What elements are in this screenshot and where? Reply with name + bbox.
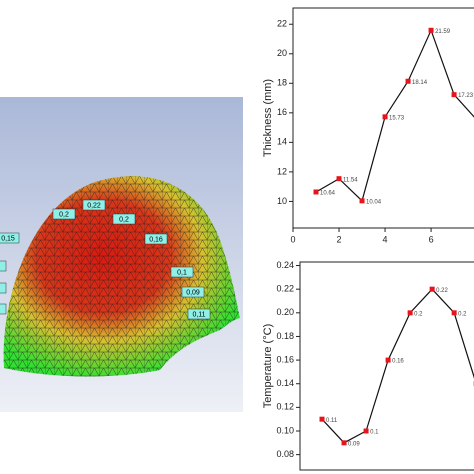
label-box <box>170 266 194 278</box>
marker <box>407 310 413 316</box>
y-tick-label: 12 <box>277 166 287 176</box>
value-label: 0.2 <box>414 311 423 317</box>
y-tick-label: 16 <box>277 107 287 117</box>
mesh-label: 0,2 <box>59 211 69 218</box>
label-box <box>0 282 7 294</box>
y-tick-label: 0.24 <box>276 260 294 270</box>
x-tick-label: 2 <box>337 234 342 244</box>
value-label: 0.1 <box>370 430 379 436</box>
marker <box>451 92 457 98</box>
marker <box>319 416 325 422</box>
plot-frame <box>292 7 474 229</box>
marker <box>382 114 388 120</box>
x-tick-label: 0 <box>290 234 295 244</box>
mesh-label: 0,22 <box>87 202 101 209</box>
value-label: 0.16 <box>392 359 404 365</box>
value-label: 10.04 <box>366 199 382 205</box>
charts: 101214161820220246810.6411.5410.0415.731… <box>262 7 474 471</box>
y-tick-label: 0.12 <box>276 402 294 412</box>
value-label: 15.73 <box>389 115 405 121</box>
label-box <box>0 303 7 315</box>
label-box <box>0 232 20 244</box>
marker <box>359 198 365 204</box>
label-box <box>112 213 136 225</box>
y-tick-label: 0.18 <box>276 331 294 341</box>
line <box>321 288 474 444</box>
value-label: 11.54 <box>343 177 358 183</box>
helmet-mesh <box>3 176 240 377</box>
y-tick-label: 18 <box>277 78 287 88</box>
y-tick-label: 0.22 <box>276 284 294 294</box>
marker <box>429 286 435 292</box>
label-box <box>181 286 205 298</box>
marker <box>341 440 347 446</box>
mesh-render: 0,2 0,22 0,2 0,15 0,16 0,1 0,09 0,11 <box>0 97 243 412</box>
y-tick-label: 0.16 <box>276 354 294 364</box>
plot-frame <box>299 261 474 471</box>
mesh-label: 0,11 <box>192 311 205 318</box>
value-label: 0.11 <box>326 418 338 424</box>
mesh-labels: 0,2 0,22 0,2 0,15 0,16 0,1 0,09 0,11 <box>0 199 211 320</box>
marker <box>451 310 457 316</box>
marker <box>313 189 319 195</box>
mesh-label: 0,2 <box>119 216 129 223</box>
value-label: 0.22 <box>436 288 448 294</box>
marker <box>363 428 369 434</box>
value-label: 18.14 <box>412 80 428 86</box>
line <box>315 28 474 202</box>
label-box <box>52 208 76 220</box>
label-box <box>0 260 7 272</box>
mesh-label: 0,15 <box>1 235 15 242</box>
y-tick-label: 22 <box>277 19 287 29</box>
y-tick-label: 0.20 <box>276 307 294 317</box>
marker <box>336 176 342 182</box>
mesh-label: 0,16 <box>149 236 163 243</box>
value-label: 0.09 <box>348 441 360 447</box>
y-axis-label: Temperature (°C) <box>262 324 274 408</box>
label-box <box>187 308 211 320</box>
x-tick-label: 6 <box>429 234 434 244</box>
mesh-label: 0,09 <box>186 289 200 296</box>
mesh-label: 0,1 <box>177 269 187 276</box>
chart: 101214161820220246810.6411.5410.0415.731… <box>277 7 474 244</box>
y-tick-label: 0.08 <box>276 449 294 459</box>
value-label: 17.23 <box>458 93 474 99</box>
y-tick-label: 0.10 <box>276 425 294 435</box>
chart: 0.08 0.10 0.12 0.14 0.16 0.18 0.20 0.22 0.24 0.11… <box>276 260 474 471</box>
y-tick-label: 10 <box>277 196 287 206</box>
y-axis-label: Thickness (mm) <box>262 79 274 157</box>
value-label: 0.2 <box>458 311 467 317</box>
y-tick-label: 20 <box>277 48 287 58</box>
label-box <box>82 199 106 211</box>
marker <box>405 78 411 84</box>
y-tick-label: 0.14 <box>276 378 294 388</box>
label-box <box>144 233 168 245</box>
marker <box>385 357 391 363</box>
value-label: 21.59 <box>435 29 451 35</box>
value-label: 10.64 <box>320 191 336 197</box>
y-tick-label: 14 <box>277 137 287 147</box>
marker <box>428 27 434 33</box>
x-tick-label: 4 <box>383 234 388 244</box>
